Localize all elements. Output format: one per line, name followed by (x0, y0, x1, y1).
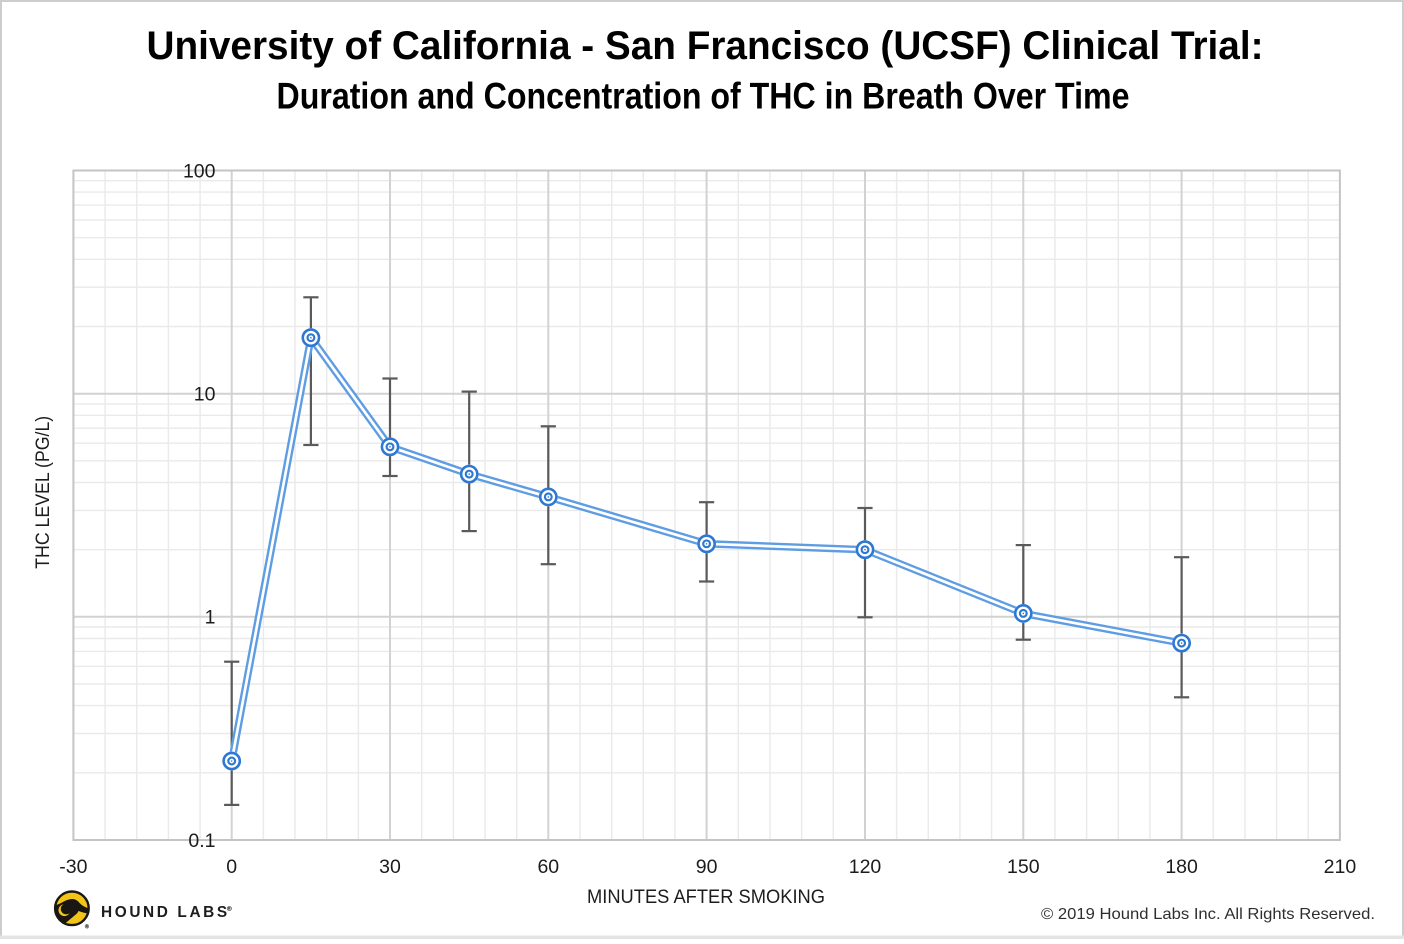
svg-text:90: 90 (696, 856, 718, 878)
svg-text:0: 0 (226, 856, 237, 878)
svg-text:© 2019 Hound Labs Inc. All Rig: © 2019 Hound Labs Inc. All Rights Reserv… (1041, 906, 1375, 923)
svg-text:1: 1 (205, 607, 216, 629)
svg-text:210: 210 (1324, 856, 1357, 878)
svg-text:HOUND LABS: HOUND LABS (101, 904, 230, 921)
svg-text:THC LEVEL (PG/L): THC LEVEL (PG/L) (33, 416, 54, 569)
svg-text:30: 30 (379, 856, 401, 878)
svg-text:0.1: 0.1 (188, 830, 215, 852)
svg-text:150: 150 (1007, 856, 1040, 878)
svg-text:-30: -30 (59, 856, 87, 878)
svg-text:60: 60 (537, 856, 559, 878)
svg-text:120: 120 (849, 856, 882, 878)
svg-text:10: 10 (194, 384, 216, 406)
svg-text:100: 100 (183, 160, 216, 182)
svg-text:University of California - San: University of California - San Francisco… (147, 24, 1264, 68)
svg-text:MINUTES AFTER SMOKING: MINUTES AFTER SMOKING (587, 887, 825, 908)
svg-text:Duration and Concentration of: Duration and Concentration of THC in Bre… (277, 76, 1130, 117)
svg-text:180: 180 (1165, 856, 1198, 878)
